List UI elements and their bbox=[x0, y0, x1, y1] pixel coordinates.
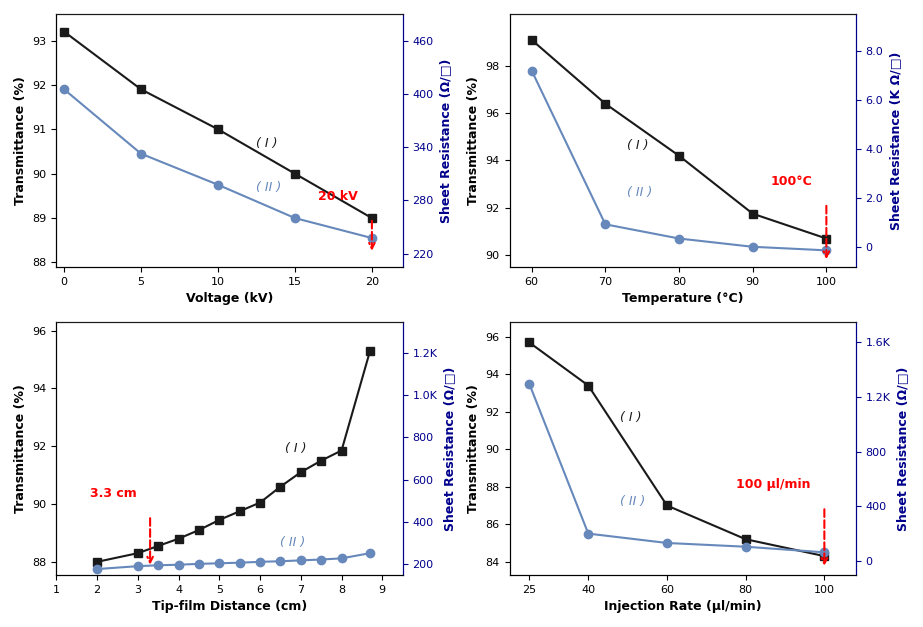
Text: ( I ): ( I ) bbox=[628, 139, 649, 152]
Text: ( I ): ( I ) bbox=[619, 411, 641, 424]
Y-axis label: Sheet Resistance (K Ω/□): Sheet Resistance (K Ω/□) bbox=[889, 51, 902, 229]
Y-axis label: Transmittance (%): Transmittance (%) bbox=[467, 384, 480, 513]
X-axis label: Temperature (°C): Temperature (°C) bbox=[622, 292, 743, 305]
Y-axis label: Transmittance (%): Transmittance (%) bbox=[14, 76, 27, 205]
X-axis label: Tip-film Distance (cm): Tip-film Distance (cm) bbox=[152, 600, 307, 613]
Y-axis label: Transmittance (%): Transmittance (%) bbox=[14, 384, 27, 513]
Text: ( I ): ( I ) bbox=[257, 137, 278, 150]
Text: 3.3 cm: 3.3 cm bbox=[90, 487, 137, 500]
Text: ( II ): ( II ) bbox=[619, 495, 645, 508]
Text: ( II ): ( II ) bbox=[281, 536, 306, 549]
Y-axis label: Sheet Resistance (Ω/□): Sheet Resistance (Ω/□) bbox=[443, 366, 456, 530]
X-axis label: Voltage (kV): Voltage (kV) bbox=[186, 292, 273, 305]
Text: ( II ): ( II ) bbox=[257, 181, 282, 194]
Text: 100 μl/min: 100 μl/min bbox=[736, 478, 810, 492]
Text: ( II ): ( II ) bbox=[628, 186, 653, 199]
Text: 100°C: 100°C bbox=[771, 175, 812, 188]
Text: 20 kV: 20 kV bbox=[318, 190, 358, 203]
X-axis label: Injection Rate (μl/min): Injection Rate (μl/min) bbox=[604, 600, 761, 613]
Y-axis label: Sheet Resistance (Ω/□): Sheet Resistance (Ω/□) bbox=[439, 58, 452, 223]
Y-axis label: Sheet Resistance (Ω/□): Sheet Resistance (Ω/□) bbox=[896, 366, 909, 530]
Y-axis label: Transmittance (%): Transmittance (%) bbox=[467, 76, 480, 205]
Text: ( I ): ( I ) bbox=[284, 442, 306, 455]
